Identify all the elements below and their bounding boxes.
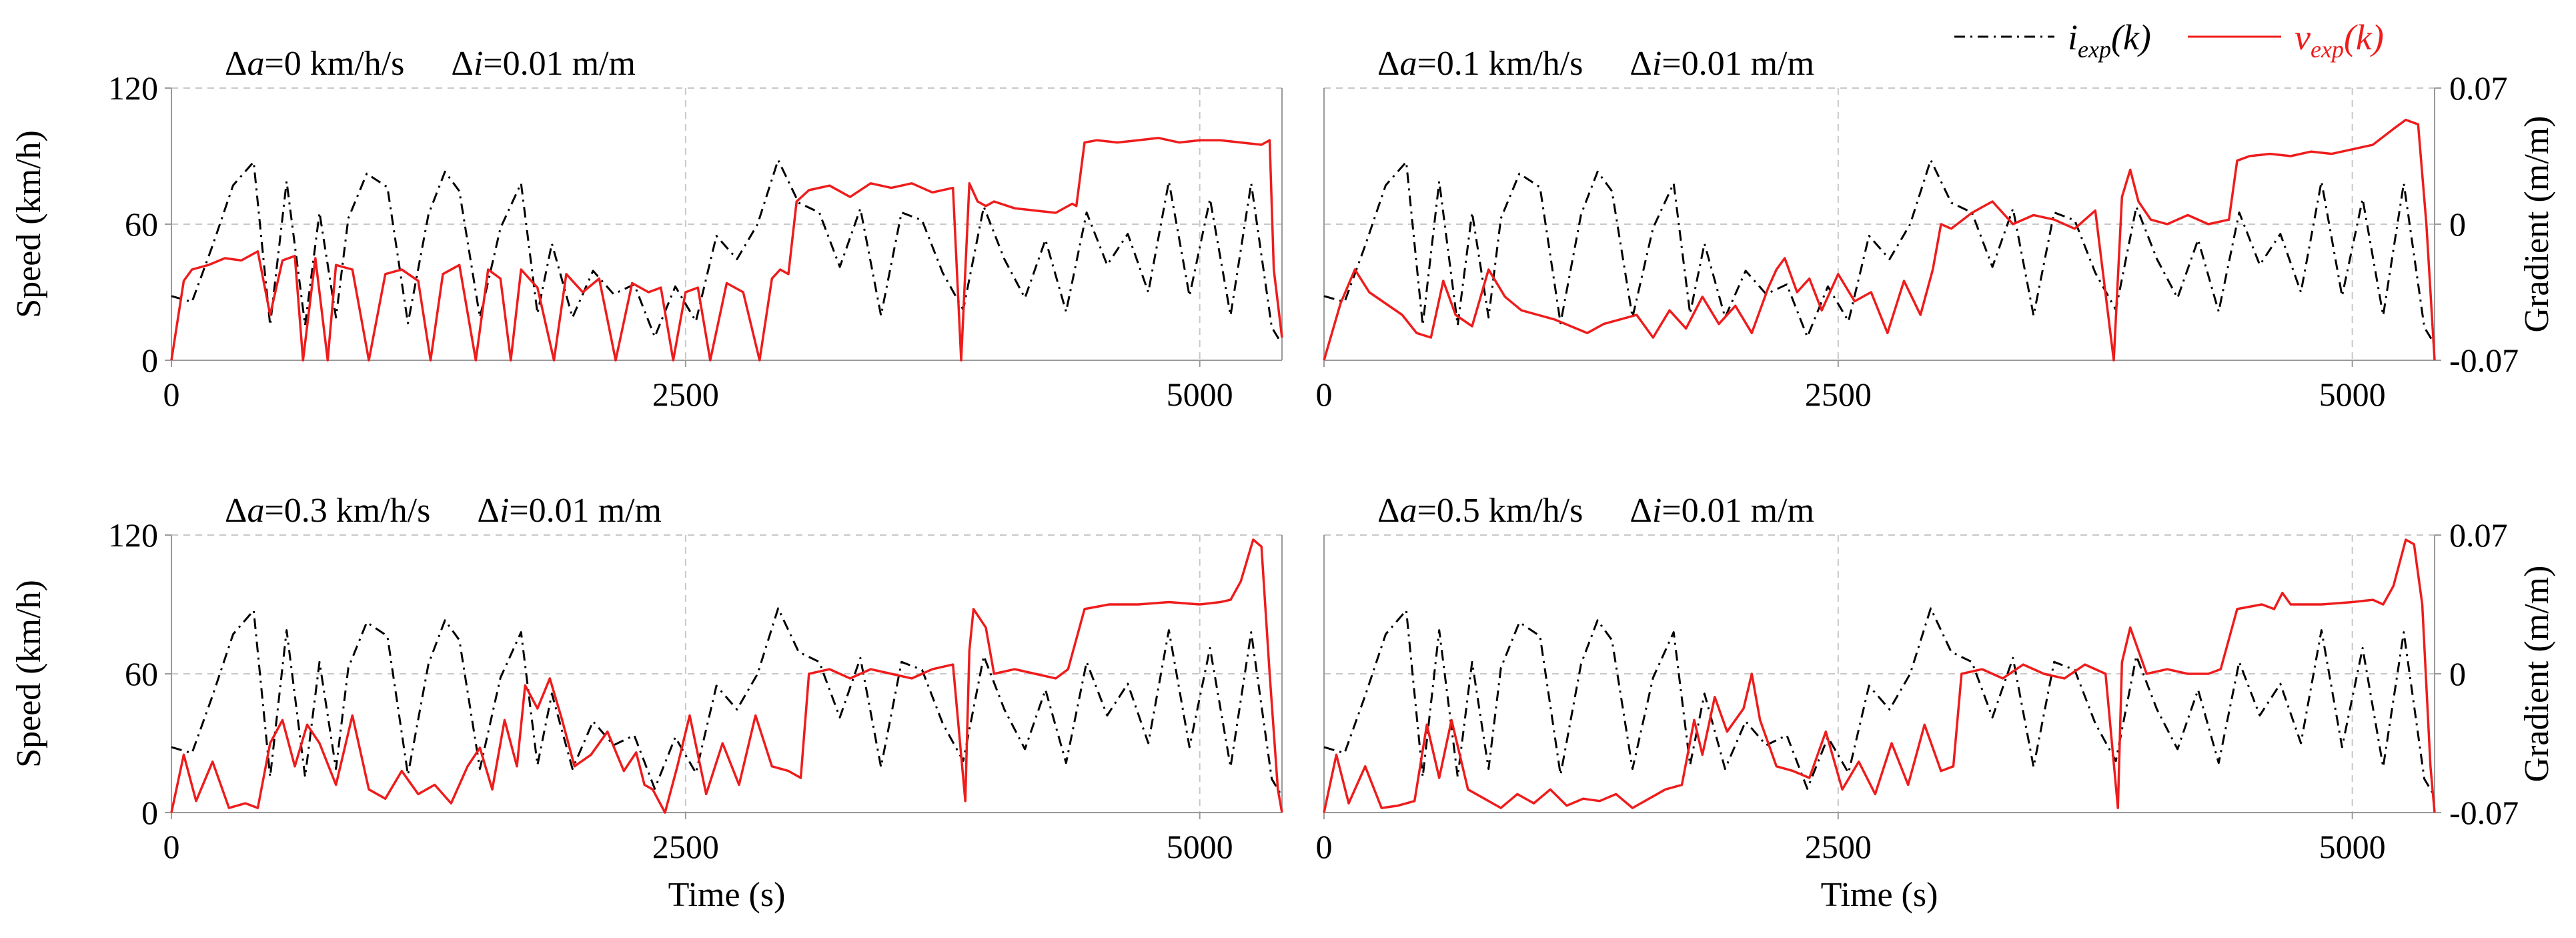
y2-tick-label: 0 (2449, 655, 2466, 692)
x-tick-label: 5000 (2319, 376, 2386, 413)
series-speed-line (170, 137, 1283, 362)
panel-top-left: Δa=0 km/h/s Δi=0.01 m/m 0 60 120 0 2500 5000 Spe… (10, 45, 1283, 413)
legend-gradient-main: i (2068, 17, 2078, 57)
y-tick-label: 60 (125, 655, 158, 692)
x-tick-label: 2500 (652, 828, 719, 865)
x-tick-label: 0 (163, 828, 180, 865)
annotation: Δa=0.3 km/h/s Δi=0.01 m/m (225, 492, 662, 530)
series-speed-line (1323, 118, 2436, 362)
y2-axis-title: Gradient (m/m) (2518, 566, 2556, 783)
annotation: Δa=0.1 km/h/s Δi=0.01 m/m (1377, 45, 1814, 83)
y-tick-label: 0 (141, 342, 158, 379)
y2-tick-label: -0.07 (2449, 342, 2519, 379)
x-tick-label: 5000 (1167, 828, 1233, 865)
panel-top-right: Δa=0.1 km/h/s Δi=0.01 m/m -0.07 0 0.07 0 2500 5… (1316, 45, 2557, 413)
x-axis-title: Time (s) (1821, 876, 1938, 914)
x-tick-label: 0 (163, 376, 180, 413)
legend-speed-main: v (2295, 17, 2311, 57)
x-tick-label: 0 (1316, 828, 1333, 865)
series-speed-line (1323, 538, 2436, 813)
legend-gradient-label: iexp(k) (2068, 17, 2151, 63)
panel-bottom-left: Δa=0.3 km/h/s Δi=0.01 m/m 0 60 120 0 2500 5000 S… (10, 492, 1283, 914)
x-tick-label: 5000 (1167, 376, 1233, 413)
annotation: Δa=0.5 km/h/s Δi=0.01 m/m (1377, 492, 1814, 530)
series-gradient-line (1323, 159, 2434, 342)
x-tick-label: 2500 (1805, 376, 1872, 413)
x-axis-title: Time (s) (668, 876, 786, 914)
panel-bottom-right: Δa=0.5 km/h/s Δi=0.01 m/m -0.07 0 0.07 0 2500 5… (1316, 492, 2557, 914)
y2-tick-label: -0.07 (2449, 794, 2519, 831)
series-gradient-line (171, 159, 1281, 342)
y-tick-label: 60 (125, 205, 158, 243)
series-speed-line (170, 538, 1283, 814)
y-tick-label: 0 (141, 794, 158, 831)
series-gradient-line (171, 607, 1281, 794)
legend-speed-sub: exp (2311, 36, 2344, 63)
legend-speed-label: vexp(k) (2295, 17, 2384, 63)
x-tick-label: 0 (1316, 376, 1333, 413)
y-tick-label: 120 (108, 69, 158, 107)
x-tick-label: 2500 (1805, 828, 1872, 865)
series-gradient-line (1323, 607, 2434, 794)
y2-tick-label: 0.07 (2449, 516, 2508, 554)
y2-tick-label: 0.07 (2449, 69, 2508, 107)
legend-speed-rest: (k) (2344, 17, 2384, 57)
y2-axis-title: Gradient (m/m) (2518, 116, 2556, 333)
y-tick-label: 120 (108, 516, 158, 554)
x-tick-label: 2500 (652, 376, 719, 413)
legend-gradient-rest: (k) (2111, 17, 2151, 57)
y2-tick-label: 0 (2449, 205, 2466, 243)
annotation: Δa=0 km/h/s Δi=0.01 m/m (225, 45, 636, 83)
x-tick-label: 5000 (2319, 828, 2386, 865)
legend-gradient-sub: exp (2078, 36, 2111, 63)
y-axis-title: Speed (km/h) (10, 580, 48, 768)
legend: iexp(k) vexp(k) (1954, 17, 2384, 63)
y-axis-title: Speed (km/h) (10, 130, 48, 318)
